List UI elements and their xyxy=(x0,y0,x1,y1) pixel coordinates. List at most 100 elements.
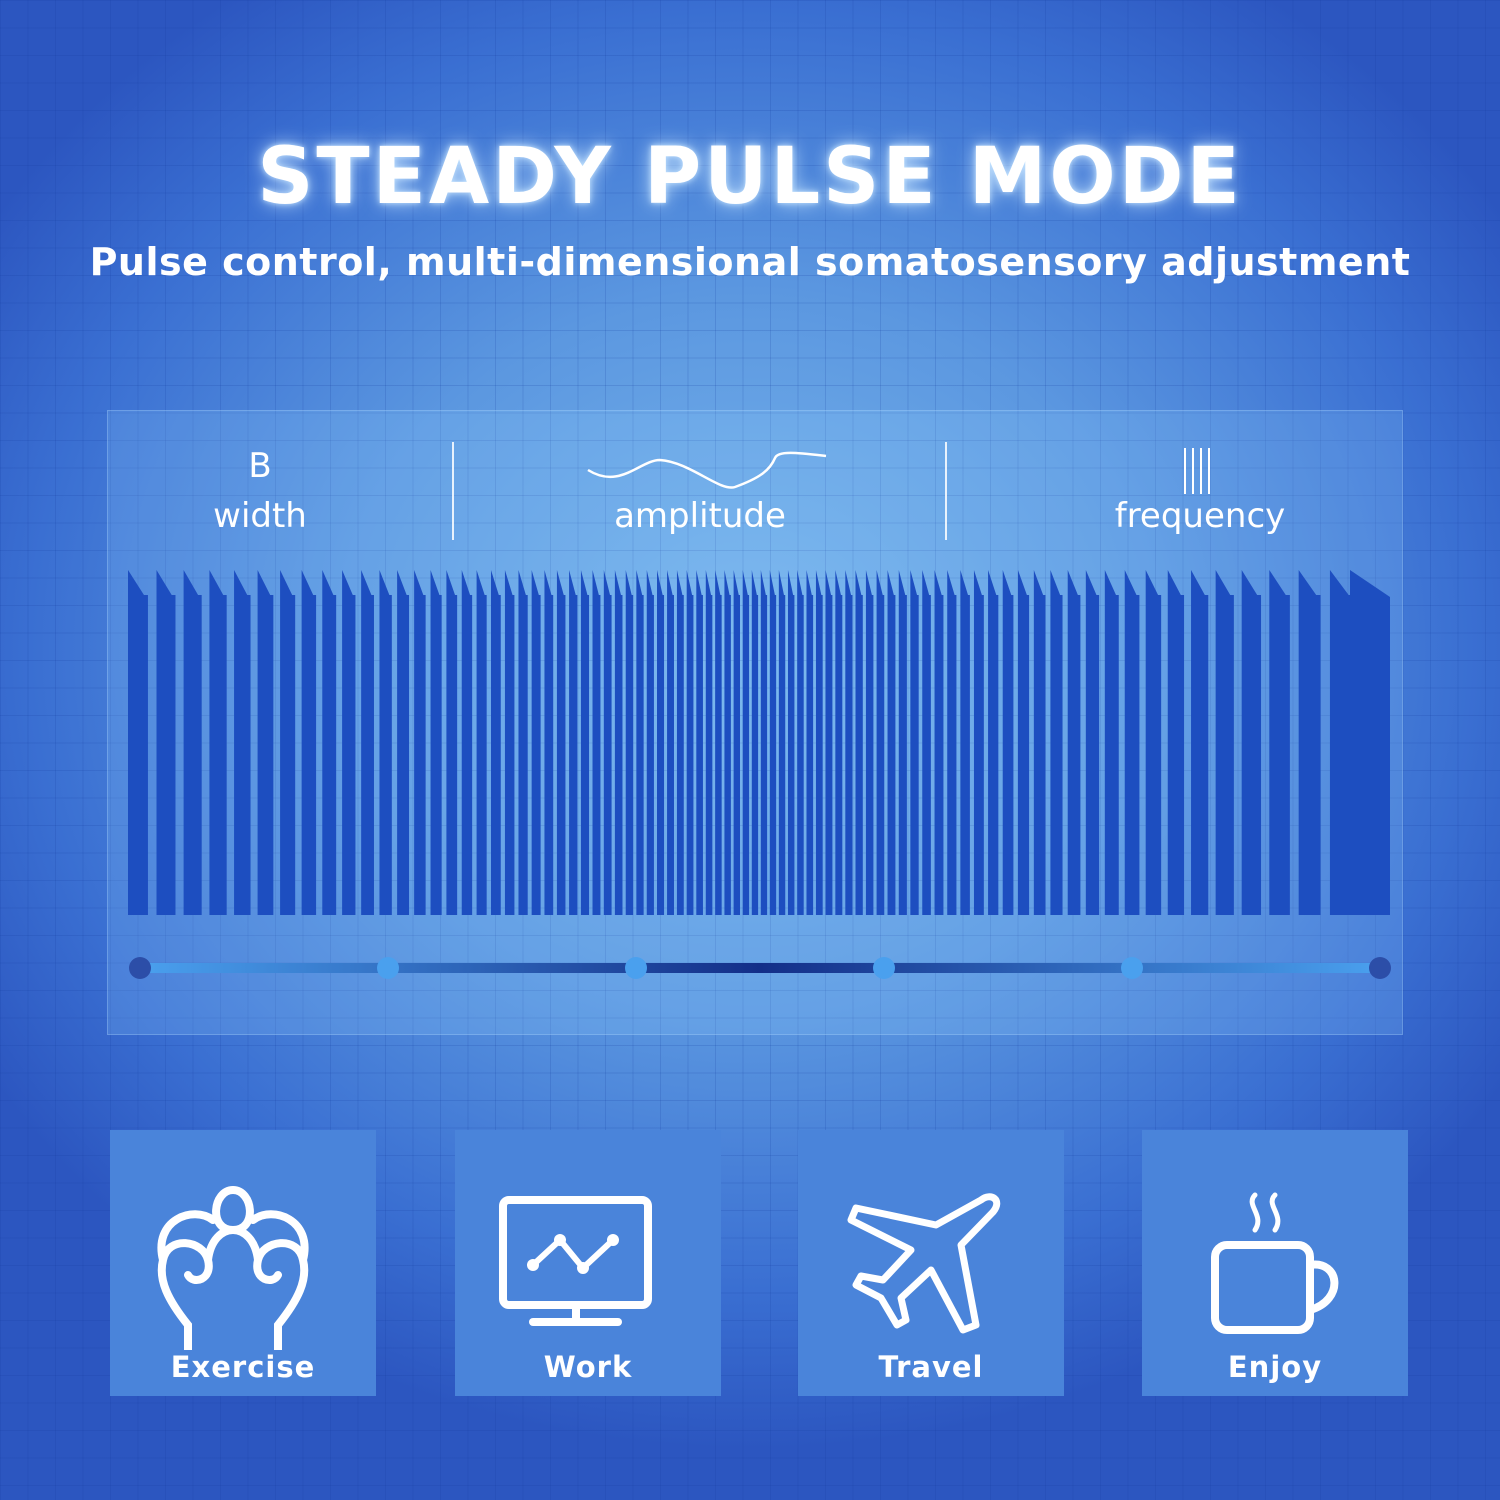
pulse-bar xyxy=(1017,570,1030,915)
pulse-bar xyxy=(1085,570,1100,915)
slider-stop[interactable] xyxy=(1369,957,1391,979)
pulse-bar xyxy=(657,570,665,915)
width-glyph: B xyxy=(248,446,272,486)
pulse-bar xyxy=(973,570,984,915)
airplane-icon xyxy=(847,1193,1001,1334)
pulse-bar xyxy=(1104,570,1119,915)
pulse-bar xyxy=(1033,570,1046,915)
mode-label: Exercise xyxy=(170,1350,316,1384)
pulse-bar xyxy=(960,570,970,915)
pulse-bar xyxy=(580,570,590,915)
divider xyxy=(452,442,454,540)
pulse-bar xyxy=(1241,570,1262,915)
pulse-bar xyxy=(865,570,874,915)
pulse-bar xyxy=(988,570,999,915)
pulse-bar xyxy=(922,570,931,915)
pulse-bar xyxy=(835,570,843,915)
pulse-bar xyxy=(934,570,944,915)
pulse-bar xyxy=(504,570,515,915)
pulse-bar xyxy=(518,570,528,915)
mode-tile-travel: Travel xyxy=(798,1130,1064,1396)
pulse-bar xyxy=(379,570,392,915)
pulse-bar xyxy=(724,570,731,915)
pulse-bar xyxy=(910,570,919,915)
amplitude-wave-icon xyxy=(587,451,827,489)
pulse-bar xyxy=(1329,570,1354,915)
pulse-bar xyxy=(1298,570,1321,915)
slider-stop[interactable] xyxy=(377,957,399,979)
pulse-bar xyxy=(1269,570,1290,915)
pulse-bar xyxy=(280,570,296,915)
pulse-bar xyxy=(947,570,957,915)
pulse-bar xyxy=(1067,570,1081,915)
pulse-bar xyxy=(603,570,612,915)
pulse-bar xyxy=(322,570,337,915)
mode-label: Enjoy xyxy=(1227,1350,1323,1384)
pulse-bar xyxy=(625,570,634,915)
slider-stop[interactable] xyxy=(1121,957,1143,979)
pulse-bar xyxy=(676,570,684,915)
pulse-bar xyxy=(686,570,694,915)
mode-tile-work: Work xyxy=(455,1130,721,1396)
divider xyxy=(945,442,947,540)
pulse-bar xyxy=(257,570,274,915)
page-title: STEADY PULSE MODE xyxy=(257,132,1243,222)
frequency-lines-icon xyxy=(1184,448,1210,494)
pulse-bar xyxy=(778,570,786,915)
pulse-bar xyxy=(806,570,814,915)
pulse-bar xyxy=(733,570,741,915)
pulse-bar xyxy=(430,570,442,915)
pulse-bar xyxy=(301,570,317,915)
pulse-bar xyxy=(1050,570,1063,915)
pulse-bar xyxy=(397,570,410,915)
pulse-bar xyxy=(715,570,722,915)
mode-label: Travel xyxy=(878,1350,984,1384)
pulse-bar xyxy=(855,570,863,915)
coffee-cup-icon xyxy=(1211,1192,1339,1334)
pulse-bar xyxy=(1124,570,1140,915)
amplitude-label: amplitude xyxy=(614,496,786,536)
pulse-bar xyxy=(898,570,907,915)
pulse-bar xyxy=(209,570,227,915)
pulse-bar xyxy=(845,570,853,915)
pulse-bar xyxy=(876,570,885,915)
pulse-bar xyxy=(490,570,501,915)
slider-track[interactable] xyxy=(140,963,1380,973)
pulse-bar xyxy=(1002,570,1014,915)
pulse-bar xyxy=(696,570,703,915)
pulse-bar xyxy=(614,570,623,915)
pulse-bar xyxy=(646,570,654,915)
pulse-bar xyxy=(592,570,601,915)
pulse-bar xyxy=(887,570,896,915)
mode-label: Work xyxy=(543,1350,633,1384)
pulse-bar xyxy=(476,570,487,915)
pulse-bar xyxy=(751,570,759,915)
pulse-bar xyxy=(825,570,833,915)
slider-stop[interactable] xyxy=(873,957,895,979)
pulse-graphic xyxy=(128,448,1391,979)
monitor-chart-icon xyxy=(499,1196,652,1326)
pulse-bar xyxy=(1215,570,1234,915)
pulse-bar xyxy=(1191,570,1209,915)
width-label: width xyxy=(213,496,307,536)
pulse-bar xyxy=(556,570,566,915)
mode-tile-enjoy: Enjoy xyxy=(1142,1130,1408,1396)
pulse-bar xyxy=(667,570,674,915)
pulse-bar xyxy=(742,570,750,915)
pulse-bar xyxy=(797,570,804,915)
pulse-bar xyxy=(183,570,202,915)
pulse-bar xyxy=(815,570,823,915)
pulse-bar xyxy=(760,570,768,915)
pulse-bar xyxy=(156,570,176,915)
pulse-bar xyxy=(361,570,374,915)
pulse-bar xyxy=(446,570,458,915)
pulse-bar xyxy=(705,570,713,915)
pulse-bar xyxy=(234,570,251,915)
pulse-bar xyxy=(544,570,554,915)
pulse-bar xyxy=(769,570,777,915)
pulse-bar xyxy=(636,570,644,915)
slider-stop[interactable] xyxy=(129,957,151,979)
pulse-bar xyxy=(787,570,795,915)
pulse-bar xyxy=(342,570,356,915)
slider-stop[interactable] xyxy=(625,957,647,979)
